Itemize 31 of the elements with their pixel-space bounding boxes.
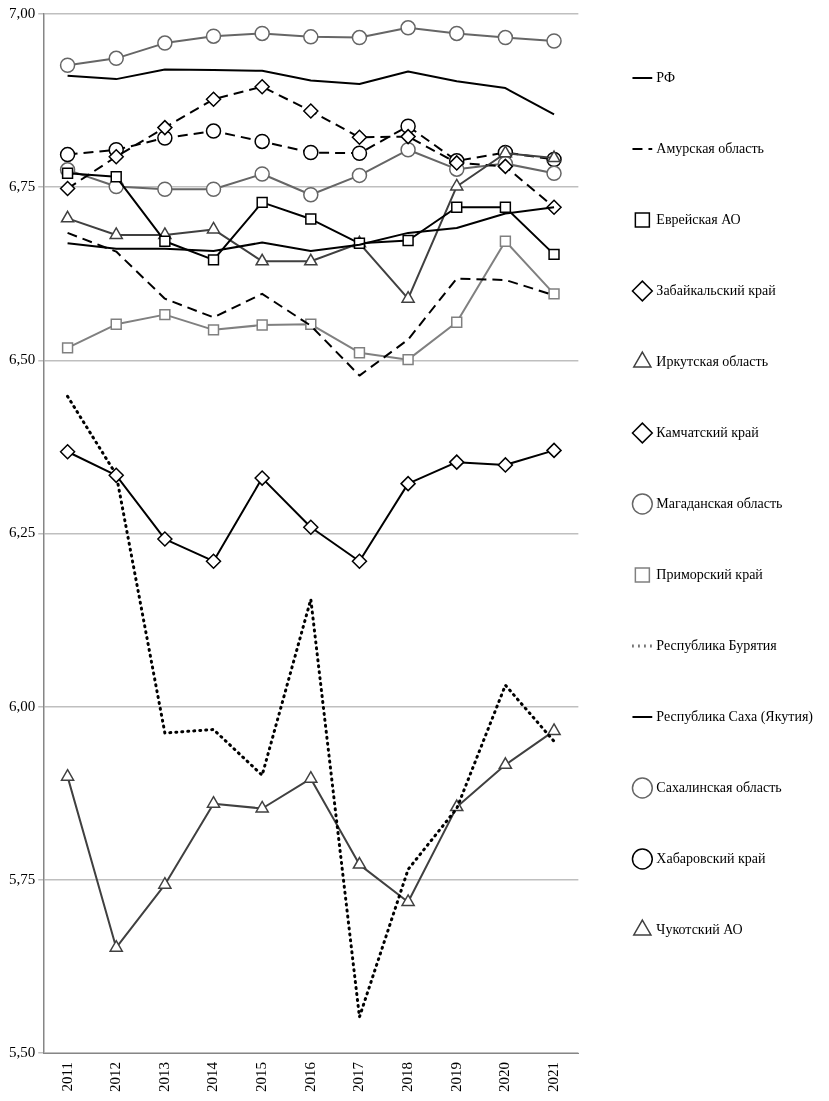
- x-tick-label: 2017: [350, 1061, 367, 1092]
- y-tick-label: 5,50: [9, 1043, 36, 1060]
- legend-label: Хабаровский край: [656, 850, 767, 866]
- x-tick-label: 2013: [155, 1062, 172, 1092]
- x-tick-label: 2018: [399, 1062, 416, 1092]
- x-tick-label: 2019: [447, 1062, 464, 1092]
- legend-label: Сахалинская область: [656, 779, 782, 795]
- legend-label: Амурская область: [656, 140, 764, 156]
- x-tick-label: 2011: [58, 1062, 75, 1092]
- x-tick-label: 2021: [544, 1062, 561, 1092]
- legend-label: Забайкальский край: [656, 282, 777, 298]
- y-tick-label: 6,75: [9, 178, 36, 195]
- legend-label: Магаданская область: [656, 495, 783, 511]
- y-tick-label: 7,00: [9, 4, 36, 21]
- legend-label: Чукотский АО: [656, 921, 743, 937]
- x-tick-label: 2016: [301, 1061, 318, 1092]
- legend-label: Республика Бурятия: [656, 637, 778, 653]
- y-tick-label: 6,25: [9, 524, 36, 541]
- y-tick-label: 5,75: [9, 870, 36, 887]
- legend-label: Приморский край: [656, 566, 764, 582]
- y-tick-label: 6,50: [9, 351, 36, 368]
- legend-label: Еврейская АО: [656, 211, 741, 227]
- y-tick-label: 6,00: [9, 697, 36, 714]
- legend-label: Камчатский край: [656, 424, 760, 440]
- legend-label: Иркутская область: [656, 353, 769, 369]
- x-tick-label: 2012: [107, 1062, 124, 1092]
- legend-label: Республика Саха (Якутия): [656, 708, 814, 725]
- x-tick-label: 2014: [204, 1061, 221, 1092]
- x-tick-label: 2020: [496, 1062, 513, 1092]
- legend-label: РФ: [656, 69, 675, 85]
- x-tick-label: 2015: [253, 1062, 270, 1092]
